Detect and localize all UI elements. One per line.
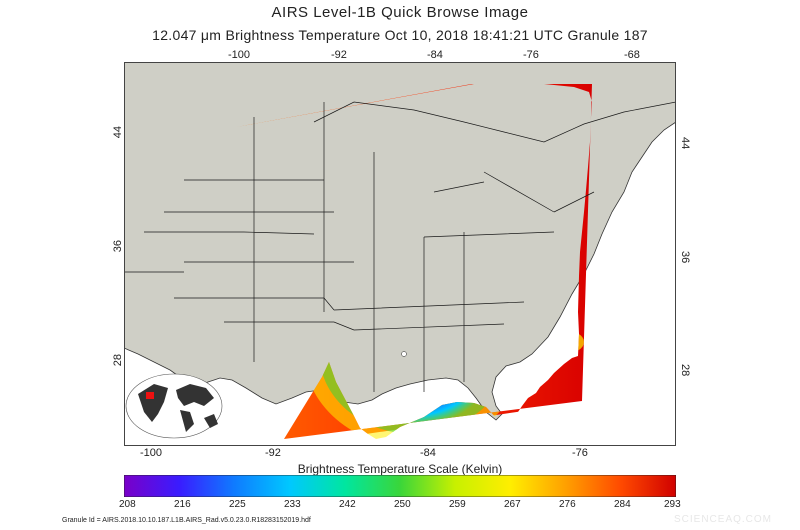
colorbar-tick-label: 276: [559, 499, 576, 510]
colorbar-tick-label: 216: [174, 499, 191, 510]
image-subtitle: 12.047 μm Brightness Temperature Oct 10,…: [152, 27, 648, 43]
bottom-lon-label: -92: [265, 447, 281, 459]
bottom-lon-label: -84: [420, 447, 436, 459]
credit-watermark: SCIENCEAQ.COM: [673, 514, 772, 525]
top-lon-label: -76: [523, 49, 539, 61]
colorbar-title: Brightness Temperature Scale (Kelvin): [297, 462, 503, 476]
locator-highlight: [146, 392, 154, 399]
colorbar-tick-label: 208: [119, 499, 136, 510]
colorbar-tick-label: 233: [284, 499, 301, 510]
colorbar-tick-label: 293: [664, 499, 681, 510]
colorbar-gradient: [124, 475, 676, 497]
colorbar-tick-label: 284: [614, 499, 631, 510]
left-lat-label: 44: [112, 126, 124, 139]
colorbar: [124, 475, 676, 497]
bottom-lon-label: -100: [140, 447, 163, 459]
right-lat-label: 36: [679, 251, 691, 264]
land-mass: [124, 62, 676, 421]
brightness-temperature-map: [124, 62, 676, 446]
hurricane-eye-marker: [401, 351, 407, 357]
right-lat-label: 28: [679, 364, 691, 377]
image-title: AIRS Level-1B Quick Browse Image: [271, 4, 529, 21]
world-locator-inset: [125, 373, 223, 439]
bottom-lon-label: -76: [572, 447, 588, 459]
top-lon-label: -92: [331, 49, 347, 61]
colorbar-tick-label: 267: [504, 499, 521, 510]
left-lat-label: 28: [112, 354, 124, 367]
granule-id: Granule Id = AIRS.2018.10.10.187.L1B.AIR…: [62, 517, 311, 524]
colorbar-tick-label: 225: [229, 499, 246, 510]
map-frame: [124, 62, 676, 446]
top-lon-label: -68: [624, 49, 640, 61]
top-lon-label: -100: [228, 49, 251, 61]
state-borders: [124, 101, 676, 392]
right-lat-label: 44: [679, 137, 691, 150]
colorbar-tick-label: 259: [449, 499, 466, 510]
colorbar-tick-label: 242: [339, 499, 356, 510]
left-lat-label: 36: [112, 240, 124, 253]
colorbar-tick-label: 250: [394, 499, 411, 510]
top-lon-label: -84: [427, 49, 443, 61]
